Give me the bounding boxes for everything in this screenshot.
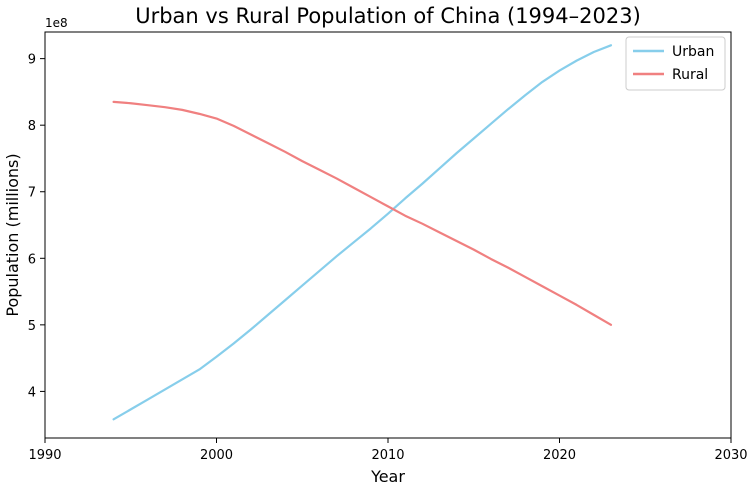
legend-label-urban: Urban	[672, 44, 714, 60]
series-line-rural	[112, 100, 613, 326]
x-tick-label: 2030	[714, 448, 747, 463]
y-tick-label: 8	[28, 119, 36, 134]
plot-frame	[44, 31, 732, 439]
x-tick-label: 2000	[200, 448, 233, 463]
x-axis: 1990 2000 2010 2020 2030	[28, 438, 748, 463]
legend: Urban Rural	[625, 36, 726, 91]
y-tick-label: 5	[28, 319, 36, 334]
x-tick-label: 2010	[371, 448, 404, 463]
x-tick-label: 1990	[28, 448, 61, 463]
y-axis-label: Population (millions)	[3, 153, 22, 316]
y-tick-label: 4	[28, 385, 36, 400]
y-tick-label: 6	[28, 252, 36, 267]
series-line-urban	[112, 44, 613, 421]
y-axis: 4 5 6 7 8 9	[28, 53, 45, 400]
y-offset-label: 1e8	[45, 16, 68, 30]
chart-title: Urban vs Rural Population of China (1994…	[135, 4, 641, 28]
y-tick-label: 7	[28, 186, 36, 201]
x-axis-label: Year	[370, 467, 405, 486]
y-tick-label: 9	[28, 53, 36, 68]
x-tick-label: 2020	[543, 448, 576, 463]
series-group	[112, 44, 613, 421]
legend-label-rural: Rural	[672, 67, 708, 83]
